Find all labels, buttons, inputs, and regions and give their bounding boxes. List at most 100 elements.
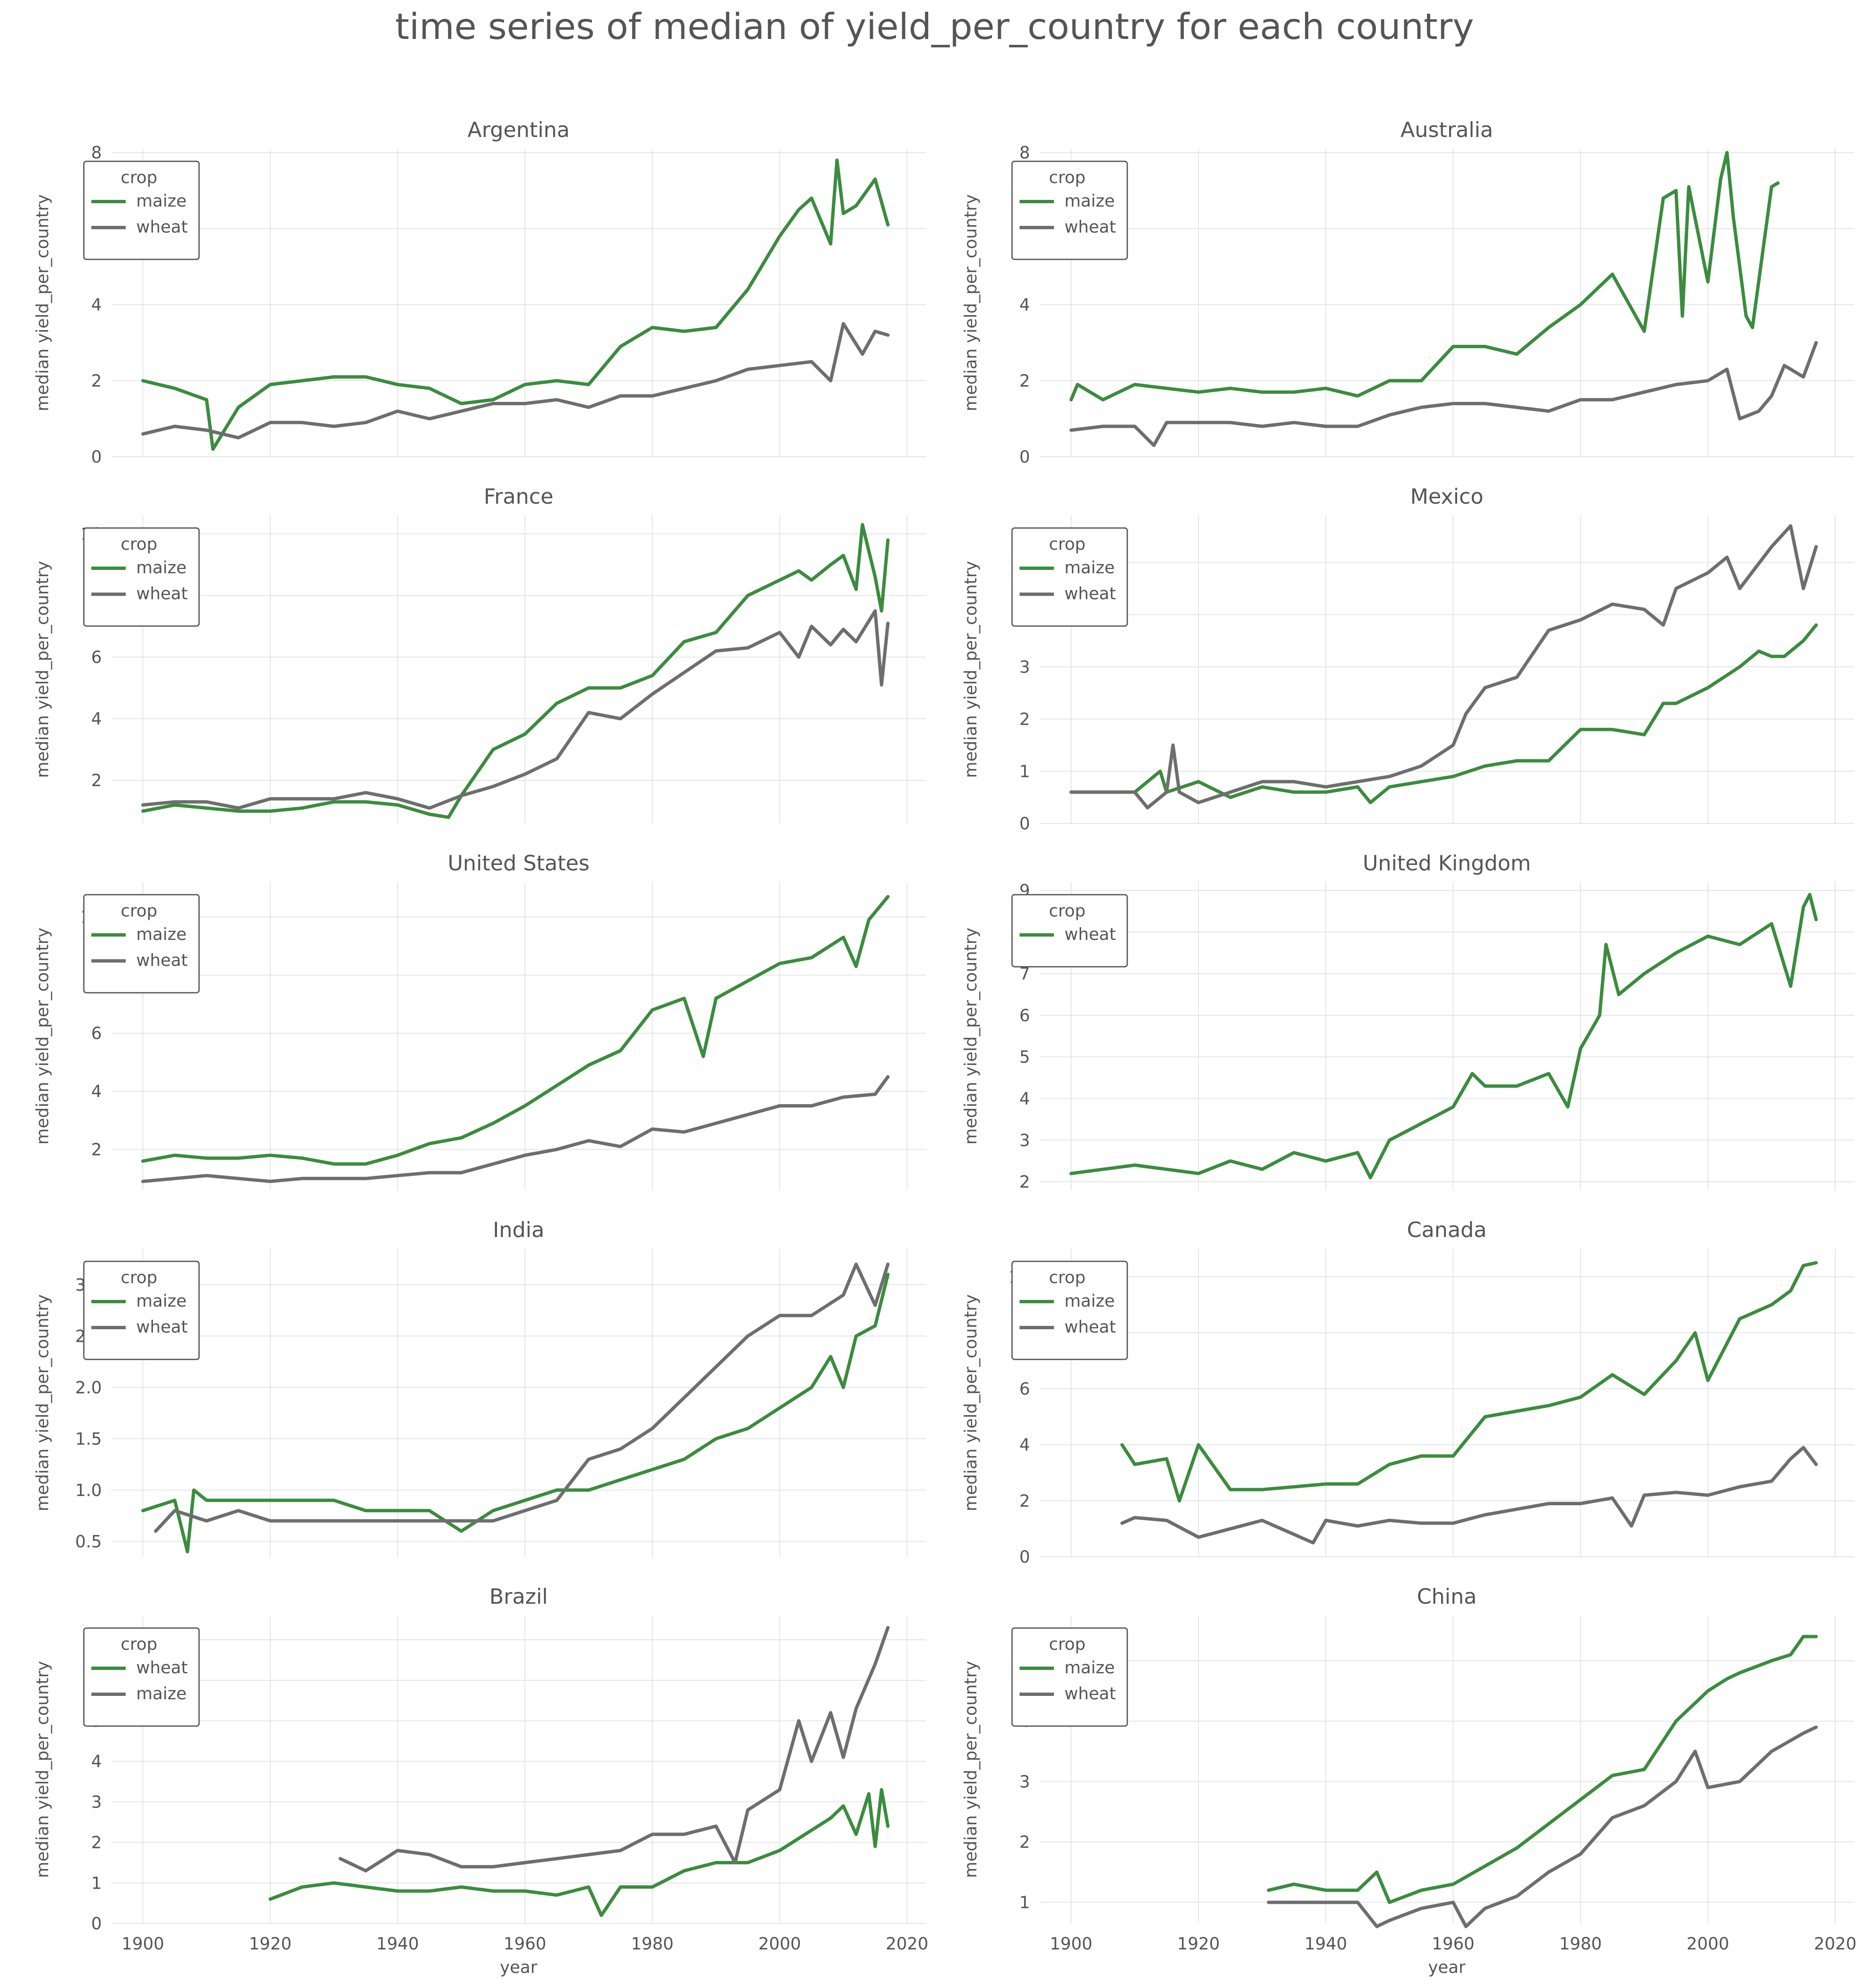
y-tick-label: 4 (91, 1752, 102, 1771)
y-tick-label: 2 (1020, 372, 1030, 391)
y-tick-label: 1 (1020, 1893, 1030, 1913)
legend-box (1011, 527, 1128, 627)
y-tick-label: 6 (91, 648, 102, 667)
x-tick-label: 1900 (122, 1934, 164, 1954)
panel-brazil: Brazil0123456719001920194019601980200020… (33, 1584, 928, 1977)
y-tick-label: 1 (1020, 762, 1030, 781)
legend-entry: wheat (136, 1318, 188, 1337)
y-tick-label: 3 (1020, 657, 1030, 677)
figure-title: time series of median of yield_per_count… (395, 6, 1474, 48)
legend-box (1011, 160, 1128, 260)
y-tick-label: 3 (1020, 1772, 1030, 1791)
y-tick-label: 6 (1020, 1380, 1030, 1399)
series-line-maize (141, 1273, 890, 1553)
y-tick-label: 2 (1020, 1833, 1030, 1852)
y-axis-label: median yield_per_country (961, 194, 981, 412)
series-line-wheat (154, 1262, 890, 1533)
x-tick-label: 2020 (886, 1934, 929, 1954)
panel-title: Australia (1400, 118, 1493, 142)
legend-box (83, 1627, 200, 1727)
x-tick-label: 2000 (758, 1934, 801, 1954)
legend-title: crop (1049, 901, 1085, 921)
y-tick-label: 6 (91, 1024, 102, 1043)
legend-box (1011, 1627, 1128, 1727)
y-tick-label: 4 (91, 1082, 102, 1101)
series-line-wheat (1267, 1725, 1818, 1928)
y-tick-label: 4 (1020, 295, 1030, 315)
legend-entry: wheat (136, 951, 188, 970)
legend-title: crop (121, 168, 157, 187)
legend-title: crop (121, 1635, 157, 1654)
series-line-maize (1267, 1635, 1818, 1904)
y-tick-label: 0.5 (75, 1532, 102, 1551)
legend: crop wheat (1011, 894, 1128, 968)
y-tick-label: 7 (1020, 965, 1030, 984)
y-tick-label: 2 (1020, 710, 1030, 729)
legend-entry: wheat (1064, 1684, 1116, 1703)
series-line-maize (339, 1626, 890, 1873)
x-tick-label: 2020 (1814, 1934, 1857, 1954)
y-tick-label: 2 (91, 771, 102, 790)
panel-argentina: Argentina02468median yield_per_countrycr… (33, 118, 926, 467)
legend-entry: wheat (136, 1658, 188, 1677)
panel-title: India (493, 1218, 544, 1242)
legend-entry: maize (1064, 1658, 1115, 1677)
legend-entry: maize (136, 1292, 186, 1311)
series-line-wheat (141, 609, 890, 810)
panel-title: Canada (1407, 1218, 1486, 1242)
panel-mexico: Mexico012345median yield_per_countrycrop… (961, 484, 1854, 834)
series-line-maize (141, 895, 890, 1166)
legend-entry: maize (136, 1684, 186, 1703)
panel-france: France246810median yield_per_countrycrop… (33, 484, 926, 823)
legend-box (1011, 1261, 1128, 1360)
series-line-maize (1069, 623, 1818, 805)
legend: crop maize wheat (83, 1261, 200, 1360)
y-tick-label: 0 (1020, 814, 1030, 834)
panel-china: China123451900192019401960198020002020ye… (961, 1584, 1856, 1977)
y-axis-label: median yield_per_country (33, 1294, 52, 1512)
y-tick-label: 0 (1020, 448, 1030, 467)
y-tick-label: 2.0 (75, 1378, 102, 1398)
y-axis-label: median yield_per_country (961, 1661, 981, 1878)
y-tick-label: 0 (1020, 1548, 1030, 1567)
y-axis-label: median yield_per_country (33, 1661, 52, 1878)
panel-canada: Canada0246810median yield_per_countrycro… (961, 1218, 1854, 1567)
series-line-wheat (1069, 341, 1818, 447)
y-tick-label: 4 (1020, 1436, 1030, 1455)
y-tick-label: 2 (91, 1140, 102, 1160)
y-tick-label: 0 (91, 448, 102, 467)
legend-entry: maize (1064, 192, 1115, 211)
y-tick-label: 4 (91, 295, 102, 315)
y-tick-label: 6 (1020, 1006, 1030, 1025)
panel-title: Brazil (489, 1584, 548, 1609)
panel-title: United States (448, 851, 590, 875)
series-line-wheat (1069, 893, 1818, 1180)
y-tick-label: 5 (1020, 1048, 1030, 1067)
y-tick-label: 2 (1020, 1491, 1030, 1511)
legend: crop maize wheat (1011, 527, 1128, 627)
x-tick-label: 2000 (1687, 1934, 1729, 1954)
legend-entry: wheat (1064, 1318, 1116, 1337)
y-axis-label: median yield_per_country (961, 1294, 981, 1512)
legend-title: crop (121, 535, 157, 554)
panel-title: France (484, 484, 553, 509)
y-tick-label: 1 (91, 1874, 102, 1893)
legend-box (83, 1261, 200, 1360)
panel-title: United Kingdom (1363, 851, 1531, 875)
legend: crop wheat maize (83, 1627, 200, 1727)
y-tick-label: 1.0 (75, 1481, 102, 1500)
series-line-maize (141, 158, 890, 451)
panel-united-states: United States246810median yield_per_coun… (33, 851, 926, 1190)
legend-entry: wheat (1064, 925, 1116, 944)
y-tick-label: 4 (91, 709, 102, 729)
y-axis-label: median yield_per_country (33, 928, 52, 1145)
y-tick-label: 3 (1020, 1131, 1030, 1150)
legend-title: crop (1049, 168, 1085, 187)
y-tick-label: 1.5 (75, 1429, 102, 1449)
legend-box (83, 527, 200, 627)
x-axis-label: year (500, 1958, 538, 1977)
series-line-maize (141, 523, 890, 819)
legend: crop maize wheat (1011, 1261, 1128, 1360)
